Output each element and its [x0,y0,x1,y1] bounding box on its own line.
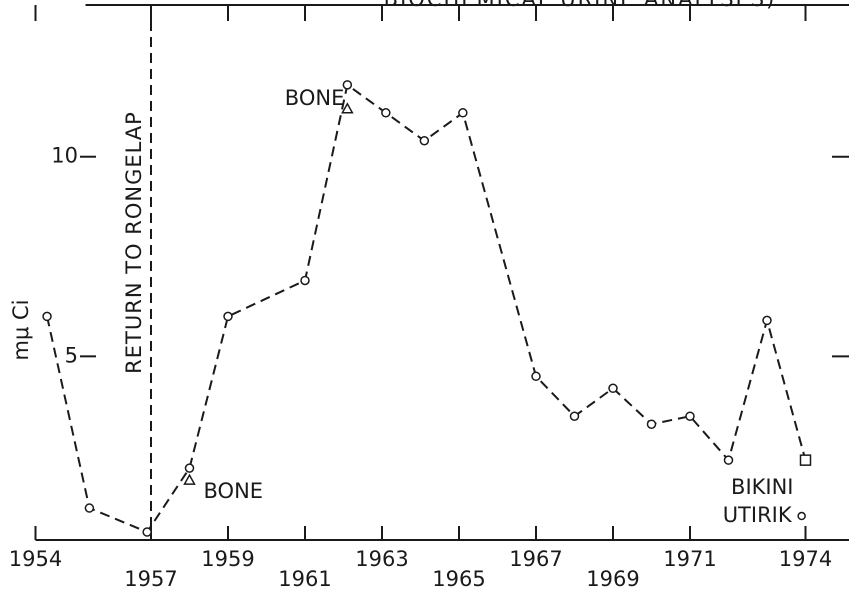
bikini-marker [799,454,812,466]
data-point [42,311,52,322]
data-point [569,411,580,421]
x-tick-label: 1974 [779,547,832,571]
x-tick-label: 1959 [201,547,254,571]
x-tick-label: 1961 [278,567,331,591]
data-point [342,80,353,90]
x-tick-label: 1957 [124,567,177,591]
x-tick-label: 1965 [432,567,485,591]
x-tick-label: 1967 [509,547,562,571]
x-tick-label: 1963 [355,547,408,571]
y-tick-label: 5 [65,343,78,367]
data-point [685,411,695,421]
data-point [381,108,391,118]
bone-marker [183,473,196,485]
data-point [223,311,233,322]
data-point [458,108,468,118]
utirik-label: UTIRIK [723,503,793,527]
bone-label: BONE [285,86,345,110]
bone-label: BONE [204,479,264,503]
x-tick-label: 1969 [586,567,639,591]
data-line [46,83,807,534]
data-point [184,463,195,473]
data-point [723,455,734,465]
data-point [608,383,618,394]
data-point [300,275,310,286]
data-point [646,419,657,429]
data-point [84,503,95,513]
y-tick-label: 10 [51,144,78,168]
bone-marker [341,102,354,114]
bikini-label: BIKINI [731,475,793,499]
x-tick-label: 1971 [663,547,716,571]
x-tick-label: 1954 [9,547,62,571]
data-point [531,371,541,382]
event-label: RETURN TO RONGELAP [122,111,146,374]
data-point [762,315,772,326]
data-point [142,527,152,537]
utirik-marker [797,511,806,521]
y-axis-label: mμ Ci [9,300,33,361]
data-point [419,135,430,146]
